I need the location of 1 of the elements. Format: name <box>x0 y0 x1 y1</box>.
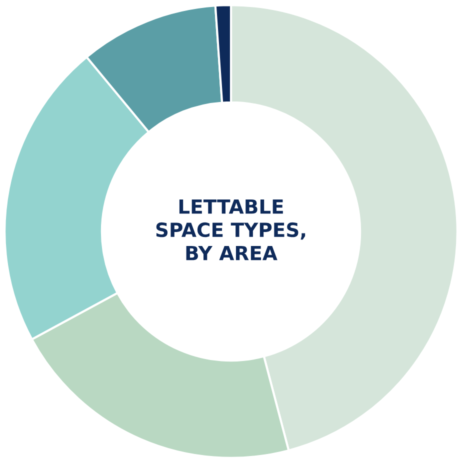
text: LETTABLE SPACE TYPES, BY AREA <box>156 199 306 260</box>
